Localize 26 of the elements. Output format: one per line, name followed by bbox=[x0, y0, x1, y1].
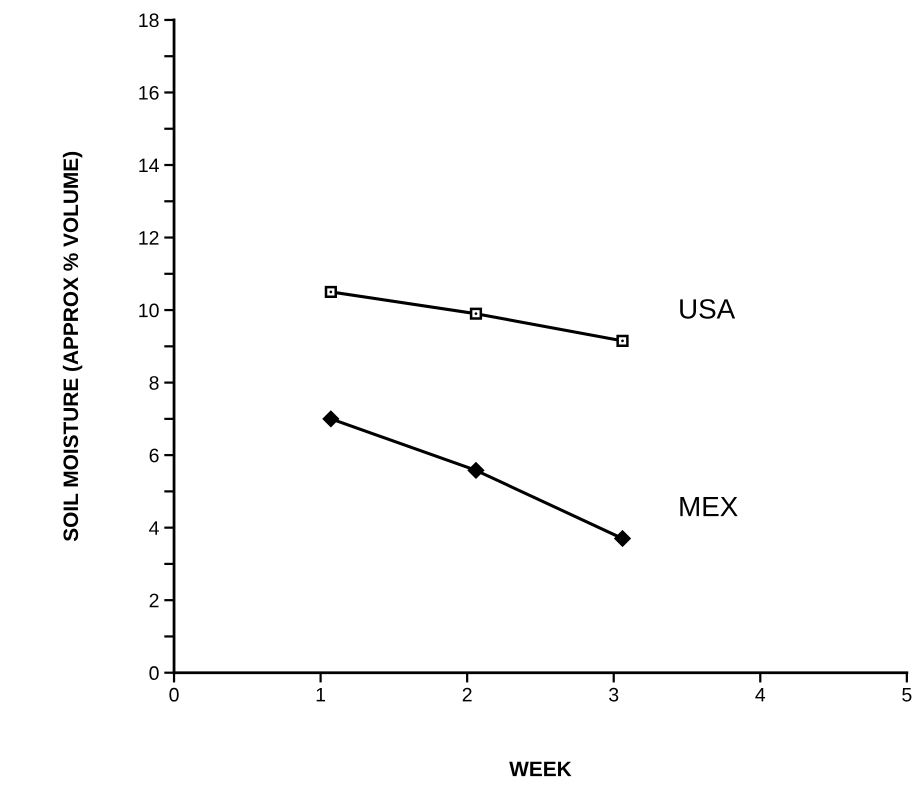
x-axis-title: WEEK bbox=[509, 762, 572, 776]
text: USA bbox=[680, 299, 736, 319]
point bbox=[616, 334, 629, 348]
point bbox=[470, 308, 482, 320]
text: MEX bbox=[680, 496, 738, 516]
x-tick-label: 0 bbox=[169, 688, 179, 702]
x-tick-label: 3 bbox=[609, 688, 618, 702]
y-tick-label: 8 bbox=[149, 376, 159, 390]
y-tick-label: 18 bbox=[139, 13, 159, 28]
point bbox=[322, 410, 339, 427]
y-tick-label: 2 bbox=[150, 594, 158, 608]
y-tick-label: 10 bbox=[139, 304, 159, 318]
y-tick-label: 16 bbox=[139, 86, 159, 100]
x-tick-label: 5 bbox=[902, 688, 912, 702]
y-tick-label: 0 bbox=[149, 666, 159, 680]
x-tick-label: 2 bbox=[462, 688, 472, 702]
y-tick-label: 12 bbox=[139, 231, 158, 245]
y-tick-label: 14 bbox=[139, 158, 159, 172]
x-tick-label: 4 bbox=[755, 688, 766, 702]
y-tick-label: 6 bbox=[150, 448, 159, 462]
point bbox=[324, 286, 337, 298]
point bbox=[468, 462, 484, 478]
y-axis-title: SOIL MOISTURE (APPROX % VOLUME) bbox=[62, 152, 82, 542]
y-tick-label: 4 bbox=[149, 521, 159, 535]
point bbox=[614, 530, 631, 547]
x-tick-label: 1 bbox=[316, 688, 326, 702]
